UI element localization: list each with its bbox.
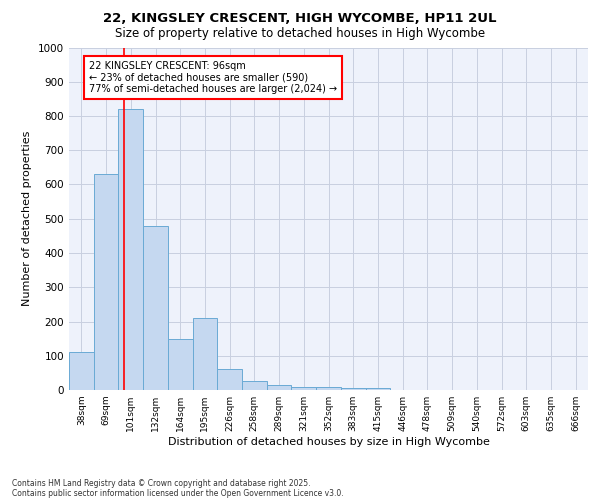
Bar — [94, 174, 118, 390]
Bar — [118, 109, 143, 390]
Text: 22 KINGSLEY CRESCENT: 96sqm
← 23% of detached houses are smaller (590)
77% of se: 22 KINGSLEY CRESCENT: 96sqm ← 23% of det… — [89, 61, 337, 94]
Bar — [292, 386, 316, 390]
Bar — [193, 318, 217, 390]
Bar — [242, 382, 267, 390]
Bar — [143, 226, 168, 390]
Bar — [217, 370, 242, 390]
Text: Contains public sector information licensed under the Open Government Licence v3: Contains public sector information licen… — [12, 488, 344, 498]
Bar — [168, 338, 193, 390]
Bar — [365, 388, 390, 390]
X-axis label: Distribution of detached houses by size in High Wycombe: Distribution of detached houses by size … — [167, 437, 490, 447]
Bar — [341, 388, 365, 390]
Text: 22, KINGSLEY CRESCENT, HIGH WYCOMBE, HP11 2UL: 22, KINGSLEY CRESCENT, HIGH WYCOMBE, HP1… — [103, 12, 497, 26]
Bar — [267, 385, 292, 390]
Y-axis label: Number of detached properties: Number of detached properties — [22, 131, 32, 306]
Bar — [316, 386, 341, 390]
Bar — [69, 352, 94, 390]
Text: Contains HM Land Registry data © Crown copyright and database right 2025.: Contains HM Land Registry data © Crown c… — [12, 478, 311, 488]
Text: Size of property relative to detached houses in High Wycombe: Size of property relative to detached ho… — [115, 28, 485, 40]
